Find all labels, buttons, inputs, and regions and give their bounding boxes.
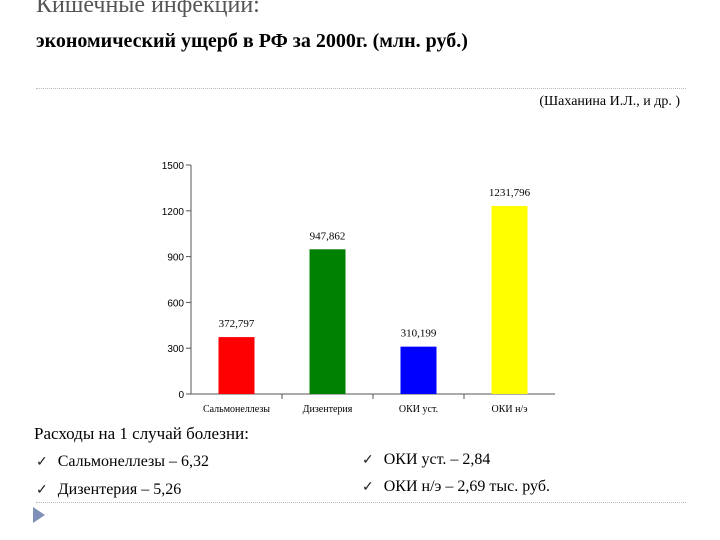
y-tick-label: 900 [167,253,184,264]
x-tick-label: ОКИ уст. [399,404,438,415]
costs-title: Расходы на 1 случай болезни: [34,424,249,443]
cost-item-dysentery: ✓ Дизентерия – 5,26 [36,481,181,499]
y-tick-label: 300 [167,344,184,355]
x-tick-label: ОКИ н/э [491,404,527,415]
slide-title: Кишечные инфекции: [36,0,260,18]
slide-subtitle: экономический ущерб в РФ за 2000г. (млн.… [36,30,468,52]
x-tick-label: Сальмонеллезы [203,404,270,415]
check-icon: ✓ [36,483,48,498]
check-icon: ✓ [362,480,374,495]
cost-item-salmonellosis: ✓ Сальмонеллезы – 6,32 [36,453,209,471]
y-tick-label: 1500 [162,161,185,172]
data-label: 1231,796 [489,187,531,199]
y-tick-label: 600 [167,298,184,309]
cost-item-label: Сальмонеллезы – 6,32 [57,453,210,470]
y-tick-label: 1200 [162,207,185,218]
bar [309,249,346,394]
check-icon: ✓ [362,453,374,468]
data-label: 947,862 [310,230,346,242]
cost-item-oki-established: ✓ ОКИ уст. – 2,84 [362,451,490,469]
bar [218,337,255,394]
bar-chart: 0 300 600 900 1200 1500 372,797 Сальмонеллезы 94… [162,161,555,415]
header-divider [36,88,686,89]
cost-item-label: ОКИ н/э – 2,69 тыс. руб. [383,478,550,495]
footer-divider [36,502,686,503]
play-arrow-icon [33,507,45,523]
citation: (Шаханина И.Л., и др. ) [539,94,680,109]
bar [400,346,437,394]
bar [491,205,528,394]
cost-item-oki-unspecified: ✓ ОКИ н/э – 2,69 тыс. руб. [362,478,550,496]
data-label: 372,797 [219,318,255,330]
cost-item-label: Дизентерия – 5,26 [57,481,182,498]
data-label: 310,199 [401,328,437,340]
y-tick-label: 0 [178,390,184,401]
check-icon: ✓ [36,455,48,470]
cost-item-label: ОКИ уст. – 2,84 [383,451,491,468]
x-tick-label: Дизентерия [303,404,353,415]
